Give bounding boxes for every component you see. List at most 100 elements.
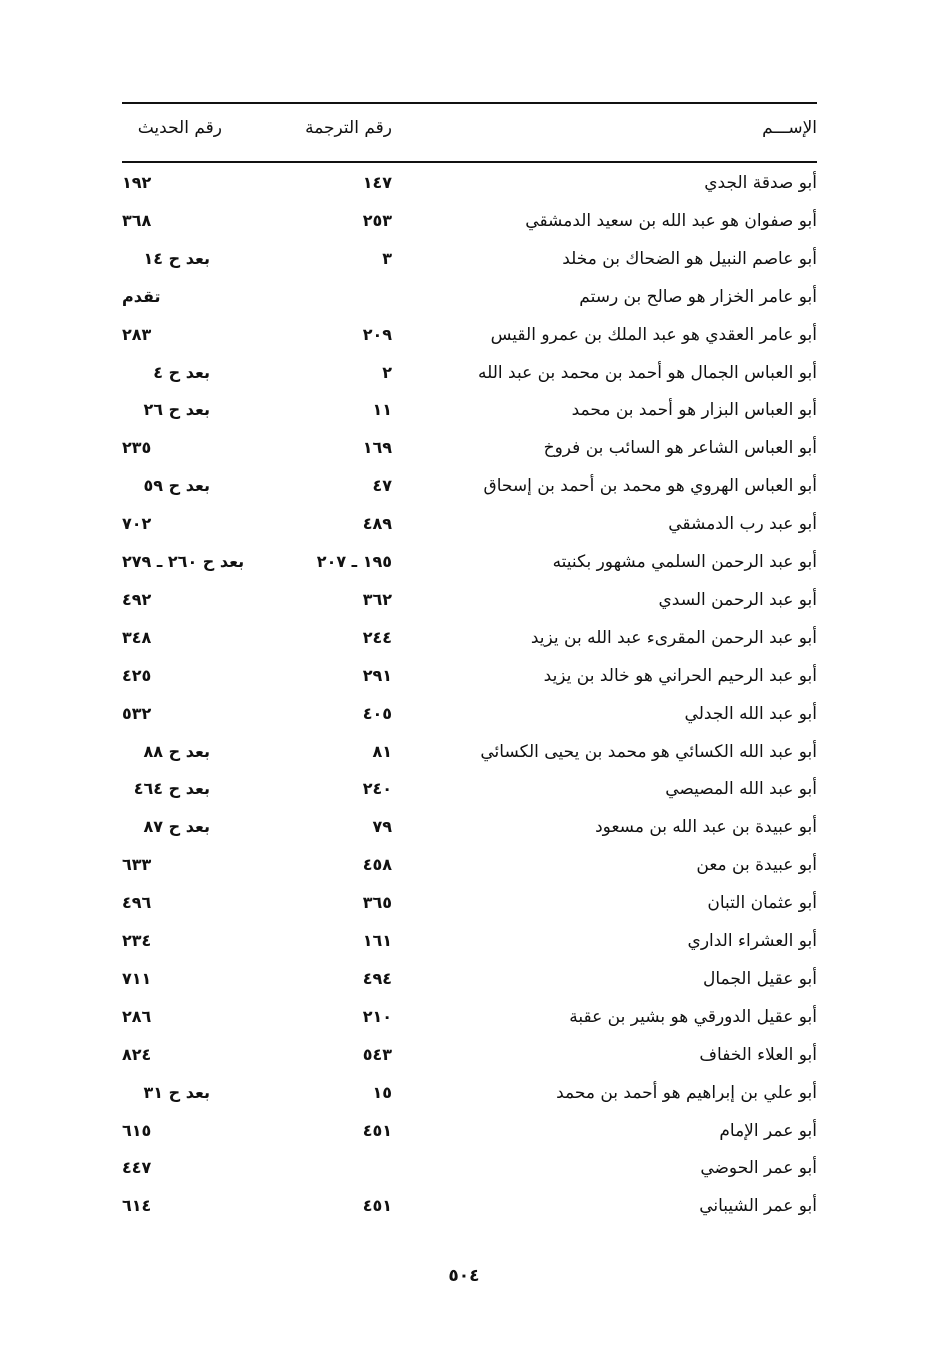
entry-name: أبو العباس الجمال هو أحمد بن محمد بن عبد… (477, 362, 817, 383)
hadith-number: بعد ح ٤ (153, 362, 210, 382)
table-row: أبو عقيل الجمال ٤٩٤ ٧١١ (0, 969, 928, 1005)
entry-name: أبو عبد الله الجدلي (684, 703, 817, 724)
translation-number: ٣ (382, 248, 392, 268)
hadith-number: بعد ح ٣١ (143, 1082, 210, 1102)
entry-name: أبو صفوان هو عبد الله بن سعيد الدمشقي (525, 210, 817, 231)
page-number: ٥٠٤ (448, 1266, 480, 1286)
hadith-number: بعد ح ٢٦ (143, 400, 210, 420)
translation-number: ٤٥١ (362, 1120, 392, 1140)
hadith-number: ٢٨٣ (122, 324, 152, 344)
table-row: أبو العشراء الداري ١٦١ ٢٣٤ (0, 931, 928, 967)
table-row: أبو العباس الجمال هو أحمد بن محمد بن عبد… (0, 363, 928, 399)
hadith-number: ٤٤٧ (122, 1158, 152, 1178)
entry-name: أبو العشراء الداري (687, 931, 817, 951)
translation-number: ٢٩١ (362, 665, 392, 685)
entry-name: أبو العباس البزار هو أحمد بن محمد (571, 400, 817, 421)
hadith-number: ٢٣٤ (122, 931, 152, 950)
translation-number: ١١ (372, 400, 392, 420)
table-row: أبو صدقة الجدي ١٤٧ ١٩٢ (0, 173, 928, 209)
entry-name: أبو عقيل الدورقي هو بشير بن عقبة (569, 1006, 817, 1027)
hadith-number: ٧١١ (122, 968, 152, 988)
entry-name: أبو عثمان التبان (707, 893, 817, 914)
translation-number: ٤٧ (372, 476, 392, 496)
header-translation: رقم الترجمة (305, 118, 392, 138)
entry-name: أبو عمر الإمام (719, 1120, 817, 1141)
translation-number: ٥٤٣ (362, 1044, 392, 1064)
translation-number: ٢٤٤ (362, 627, 392, 647)
table-row: أبو العباس الهروي هو محمد بن أحمد بن إسح… (0, 476, 928, 512)
translation-number: ٤٨٩ (362, 514, 392, 534)
entry-name: أبو علي بن إبراهيم هو أحمد بن محمد (556, 1082, 817, 1103)
table-row: أبو عاصم النبيل هو الضحاك بن مخلد ٣ بعد ح … (0, 249, 928, 285)
hadith-number: ٦٣٣ (122, 855, 152, 875)
hadith-number: بعد ح ١٤ (143, 248, 210, 268)
table-row: أبو عبد الرحمن السدي ٣٦٢ ٤٩٢ (0, 590, 928, 626)
translation-number: ٤٥٨ (362, 855, 392, 875)
table-row: أبو عبد الرحمن المقرىء عبد الله بن يزيد ٢… (0, 628, 928, 664)
translation-number: ١٦٩ (362, 438, 392, 458)
translation-number: ١٥ (372, 1082, 392, 1102)
entry-name: أبو عامر العقدي هو عبد الملك بن عمرو الق… (490, 324, 817, 345)
entry-name: أبو عمر الحوضي (700, 1158, 817, 1179)
hadith-number: ٧٠٢ (122, 514, 152, 534)
table-row: أبو عبد الله الكسائي هو محمد بن يحيى الك… (0, 742, 928, 778)
entry-name: أبو العلاء الخفاف (699, 1044, 817, 1065)
translation-number: ٣٦٢ (362, 589, 392, 609)
hadith-number: ٤٢٥ (122, 665, 152, 685)
table-row: أبو عامر الخزار هو صالح بن رستم تقدم (0, 287, 928, 323)
table-row: أبو عبد رب الدمشقي ٤٨٩ ٧٠٢ (0, 514, 928, 550)
entry-name: أبو عاصم النبيل هو الضحاك بن مخلد (562, 248, 817, 269)
table-row: أبو علي بن إبراهيم هو أحمد بن محمد ١٥ بعد … (0, 1083, 928, 1119)
entry-name: أبو عامر الخزار هو صالح بن رستم (579, 286, 817, 307)
table-row: أبو العباس الشاعر هو السائب بن فروخ ١٦٩ ٢٣… (0, 438, 928, 474)
entry-name: أبو عبد الرحمن المقرىء عبد الله بن يزيد (530, 627, 817, 648)
entry-name: أبو عبد الرحمن السلمي مشهور بكنيته (552, 552, 817, 572)
table-row: أبو عبد الرحمن السلمي مشهور بكنيته ١٩٥ ـ … (0, 552, 928, 588)
hadith-number: ٢٨٦ (122, 1006, 152, 1026)
table-row: أبو عبد الله الجدلي ٤٠٥ ٥٣٢ (0, 704, 928, 740)
entry-name: أبو عبد الله المصيصي (665, 779, 817, 800)
hadith-number: ٥٣٢ (122, 703, 152, 723)
top-rule (122, 102, 817, 104)
entry-name: أبو عبد رب الدمشقي (668, 514, 817, 535)
table-row: أبو صفوان هو عبد الله بن سعيد الدمشقي ٢٥٣… (0, 211, 928, 247)
table-row: أبو عمر الإمام ٤٥١ ٦١٥ (0, 1121, 928, 1157)
entry-name: أبو صدقة الجدي (704, 173, 817, 193)
header-rule (122, 161, 817, 163)
table-row: أبو عثمان التبان ٣٦٥ ٤٩٦ (0, 893, 928, 929)
hadith-number: ٦١٥ (122, 1120, 152, 1140)
hadith-number: بعد ح ٨٧ (143, 817, 210, 837)
hadith-number: ٤٩٢ (122, 589, 152, 609)
table-row: أبو عبد الرحيم الحراني هو خالد بن يزيد ٢٩… (0, 666, 928, 702)
table-row: أبو عقيل الدورقي هو بشير بن عقبة ٢١٠ ٢٨٦ (0, 1007, 928, 1043)
hadith-number: ٨٢٤ (122, 1044, 152, 1064)
translation-number: ٤٥١ (362, 1196, 392, 1216)
header-name: الإســـم (762, 118, 817, 138)
entry-name: أبو عبيدة بن عبد الله بن مسعود (595, 817, 817, 838)
translation-number: ٢٤٠ (362, 779, 392, 799)
hadith-number: ١٩٢ (122, 173, 152, 192)
header-hadith: رقم الحديث (137, 118, 222, 138)
translation-number: ١٦١ (362, 931, 392, 950)
table-row: أبو عمر الشيباني ٤٥١ ٦١٤ (0, 1196, 928, 1232)
translation-number: ٨١ (372, 741, 392, 761)
translation-number: ٢٠٩ (362, 324, 392, 344)
translation-number: ١٤٧ (362, 173, 392, 192)
table-row: أبو العباس البزار هو أحمد بن محمد ١١ بعد ح… (0, 400, 928, 436)
translation-number: ١٩٥ ـ ٢٠٧ (316, 552, 392, 571)
hadith-number: ٦١٤ (122, 1196, 152, 1216)
hadith-number: تقدم (122, 286, 161, 306)
entry-name: أبو عقيل الجمال (702, 968, 817, 989)
table-row: أبو عامر العقدي هو عبد الملك بن عمرو الق… (0, 325, 928, 361)
translation-number: ٢ (382, 362, 392, 382)
entry-name: أبو عبد الرحمن السدي (658, 589, 817, 610)
hadith-number: بعد ح ٥٩ (143, 476, 210, 496)
entry-name: أبو عمر الشيباني (699, 1196, 817, 1217)
translation-number: ٢٥٣ (362, 210, 392, 230)
translation-number: ٤٠٥ (362, 703, 392, 723)
entry-name: أبو العباس الشاعر هو السائب بن فروخ (543, 438, 817, 459)
hadith-number: بعد ح ٨٨ (143, 741, 210, 761)
entry-name: أبو عبيدة بن معن (696, 855, 817, 876)
hadith-number: ٤٩٦ (122, 893, 152, 913)
translation-number: ٣٦٥ (362, 893, 392, 913)
